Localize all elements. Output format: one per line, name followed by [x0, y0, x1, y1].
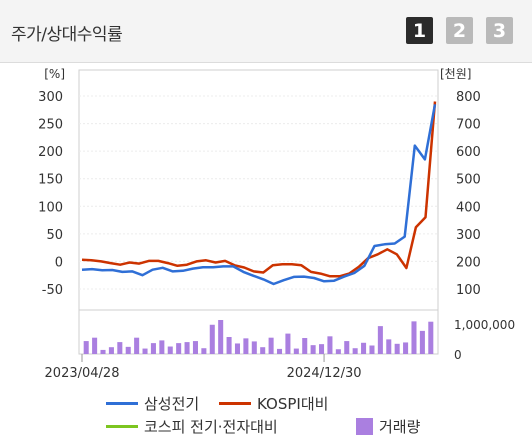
- volume-bar: [100, 349, 106, 354]
- chart-title: 주가/상대수익률: [11, 25, 123, 45]
- volume-bar: [335, 349, 341, 354]
- volume-scale-zero: 0: [454, 348, 462, 362]
- left-tick-label: 250: [38, 118, 63, 133]
- volume-bar: [361, 342, 367, 354]
- volume-bar: [117, 342, 123, 354]
- x-tick-label: 2024/12/30: [287, 366, 362, 381]
- volume-bar: [428, 321, 434, 354]
- legend-volume: 거래량: [356, 416, 420, 437]
- left-tick-label: 150: [38, 173, 63, 188]
- legend-samsung-swatch: [106, 402, 138, 405]
- legend-kospi-label: KOSPI대비: [257, 395, 329, 413]
- volume-bar: [419, 330, 425, 354]
- page-2-button[interactable]: 2: [446, 17, 473, 44]
- legend-kospi: KOSPI대비: [219, 393, 328, 414]
- volume-bar: [319, 344, 325, 354]
- volume-bar: [209, 324, 215, 354]
- right-tick-label: 200: [456, 255, 481, 270]
- left-tick-label: -50: [42, 283, 63, 298]
- right-tick-label: 800: [456, 90, 481, 105]
- volume-bar: [176, 343, 182, 354]
- volume-bar: [411, 321, 417, 354]
- left-axis-unit: [%]: [44, 67, 65, 81]
- legend-volume-swatch: [356, 418, 373, 435]
- legend-sector-swatch: [106, 425, 138, 428]
- legend-samsung: 삼성전기: [106, 393, 199, 414]
- volume-bar: [218, 320, 224, 354]
- volume-scale-max: 1,000,000: [454, 318, 515, 332]
- volume-bar: [344, 341, 350, 354]
- right-tick-label: 600: [456, 145, 481, 160]
- volume-bar: [234, 343, 241, 354]
- legend-volume-label: 거래량: [379, 418, 421, 436]
- volume-bar: [394, 343, 400, 354]
- samsung-price-line: [81, 104, 437, 286]
- left-tick-label: 0: [55, 255, 63, 270]
- plot-frame: [78, 69, 439, 355]
- volume-bar: [293, 348, 299, 354]
- page-3-button[interactable]: 3: [486, 17, 513, 44]
- volume-bar: [302, 338, 308, 354]
- volume-bar: [369, 345, 375, 354]
- page-1-button[interactable]: 1: [406, 17, 433, 44]
- legend-samsung-label: 삼성전기: [144, 395, 200, 413]
- right-tick-label: 400: [456, 200, 481, 215]
- left-tick-label: 100: [38, 200, 63, 215]
- volume-bar: [108, 347, 114, 354]
- volume-bar: [386, 339, 392, 354]
- volume-bar: [310, 345, 316, 354]
- volume-bar: [167, 346, 173, 354]
- volume-bar: [403, 342, 409, 354]
- left-tick-label: 50: [46, 228, 63, 243]
- volume-bar: [159, 340, 165, 354]
- legend-sector: 코스피 전기·전자대비: [106, 416, 278, 437]
- volume-bar: [150, 343, 156, 354]
- left-tick-label: 200: [38, 145, 63, 160]
- volume-bar: [192, 341, 198, 354]
- legend-sector-label: 코스피 전기·전자대비: [144, 418, 278, 436]
- volume-bar: [260, 347, 266, 354]
- volume-bar: [327, 336, 333, 354]
- volume-bar: [134, 337, 140, 354]
- volume-bar: [352, 348, 358, 354]
- volume-bar: [251, 341, 257, 354]
- volume-bar: [377, 326, 383, 354]
- volume-bar: [92, 337, 98, 354]
- volume-bar: [142, 348, 148, 354]
- kospi-relative-line: [81, 101, 437, 278]
- volume-bar: [226, 337, 232, 354]
- right-tick-label: 700: [456, 118, 481, 133]
- volume-bar: [201, 348, 207, 354]
- right-axis-unit: [천원]: [440, 66, 471, 81]
- volume-bar: [276, 348, 283, 354]
- right-tick-label: 100: [456, 283, 481, 298]
- volume-bar: [125, 346, 131, 354]
- chart-pager: 1 2 3: [406, 17, 513, 44]
- left-tick-label: 300: [38, 90, 63, 105]
- volume-bar: [243, 338, 249, 354]
- right-tick-label: 500: [456, 173, 481, 188]
- volume-bar: [285, 333, 291, 354]
- legend-kospi-swatch: [219, 402, 251, 405]
- volume-bar: [268, 337, 274, 354]
- volume-bar: [83, 341, 89, 354]
- x-tick-label: 2023/04/28: [45, 366, 120, 381]
- chart-header: 주가/상대수익률 1 2 3: [0, 0, 532, 63]
- right-tick-label: 300: [456, 228, 481, 243]
- volume-bar: [184, 342, 190, 354]
